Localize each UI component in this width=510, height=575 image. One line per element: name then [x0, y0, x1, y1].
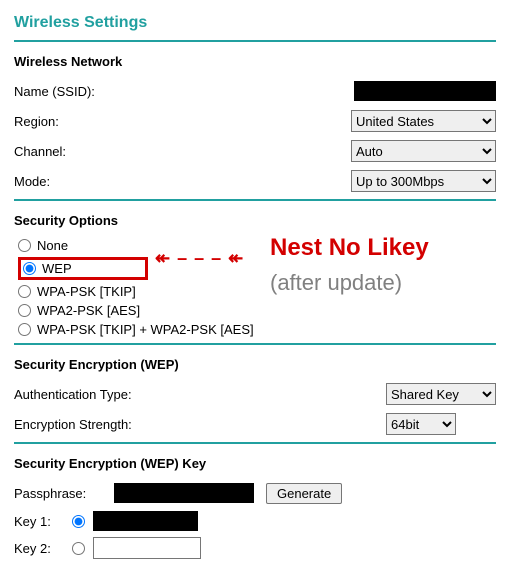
section-heading-network: Wireless Network — [14, 54, 496, 69]
radio-key1[interactable] — [72, 515, 85, 528]
row-key2: Key 2: — [14, 537, 496, 559]
label-auth-type: Authentication Type: — [14, 387, 164, 402]
row-region: Region: United States — [14, 109, 496, 133]
label-enc-strength: Encryption Strength: — [14, 417, 164, 432]
select-auth-type[interactable]: Shared Key — [386, 383, 496, 405]
label-wpa-tkip: WPA-PSK [TKIP] — [37, 284, 136, 299]
divider — [14, 442, 496, 444]
security-option-wpa2-aes[interactable]: WPA2-PSK [AES] — [14, 303, 496, 318]
label-wpa2-aes: WPA2-PSK [AES] — [37, 303, 140, 318]
label-ssid: Name (SSID): — [14, 84, 164, 99]
label-mode: Mode: — [14, 174, 164, 189]
radio-wpa2-aes[interactable] — [18, 304, 31, 317]
radio-wpa-mixed[interactable] — [18, 323, 31, 336]
radio-wpa-tkip[interactable] — [18, 285, 31, 298]
wep-highlight-box: WEP — [18, 257, 148, 280]
page-title: Wireless Settings — [14, 14, 496, 32]
radio-wep[interactable] — [23, 262, 36, 275]
input-key2[interactable] — [93, 537, 201, 559]
section-heading-security: Security Options — [14, 213, 496, 228]
key1-redacted — [93, 511, 198, 531]
radio-key2[interactable] — [72, 542, 85, 555]
annotation-line1: Nest No Likey — [270, 234, 429, 262]
row-channel: Channel: Auto — [14, 139, 496, 163]
security-option-wpa-tkip[interactable]: WPA-PSK [TKIP] — [14, 284, 496, 299]
row-enc-strength: Encryption Strength: 64bit — [14, 412, 496, 436]
row-mode: Mode: Up to 300Mbps — [14, 169, 496, 193]
label-key2: Key 2: — [14, 541, 64, 556]
divider — [14, 199, 496, 201]
radio-none[interactable] — [18, 239, 31, 252]
label-wep: WEP — [42, 261, 72, 276]
select-channel[interactable]: Auto — [351, 140, 496, 162]
row-auth-type: Authentication Type: Shared Key — [14, 382, 496, 406]
select-region[interactable]: United States — [351, 110, 496, 132]
row-ssid: Name (SSID): — [14, 79, 496, 103]
divider — [14, 40, 496, 42]
label-wpa-mixed: WPA-PSK [TKIP] + WPA2-PSK [AES] — [37, 322, 254, 337]
row-key1: Key 1: — [14, 511, 496, 531]
security-option-wpa-mixed[interactable]: WPA-PSK [TKIP] + WPA2-PSK [AES] — [14, 322, 496, 337]
label-region: Region: — [14, 114, 164, 129]
select-mode[interactable]: Up to 300Mbps — [351, 170, 496, 192]
annotation-arrow: ↞ – – – ↞ — [155, 248, 244, 269]
divider — [14, 343, 496, 345]
generate-button[interactable]: Generate — [266, 483, 342, 504]
label-none: None — [37, 238, 68, 253]
label-passphrase: Passphrase: — [14, 486, 114, 501]
annotation-line2: (after update) — [270, 270, 402, 296]
section-heading-wep-key: Security Encryption (WEP) Key — [14, 456, 496, 471]
section-heading-wep: Security Encryption (WEP) — [14, 357, 496, 372]
label-key1: Key 1: — [14, 514, 64, 529]
passphrase-redacted — [114, 483, 254, 503]
ssid-redacted — [354, 81, 496, 101]
select-enc-strength[interactable]: 64bit — [386, 413, 456, 435]
row-passphrase: Passphrase: Generate — [14, 481, 496, 505]
label-channel: Channel: — [14, 144, 164, 159]
